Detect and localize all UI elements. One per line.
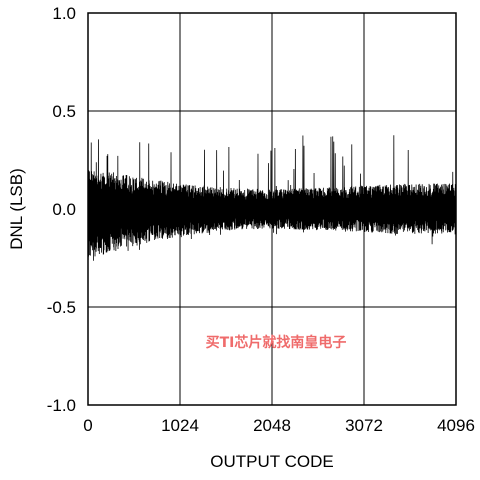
x-tick-label: 3072 [345,416,383,435]
x-tick-label: 1024 [161,416,199,435]
x-tick-label: 0 [83,416,92,435]
dnl-trace [87,135,457,261]
y-axis-title: DNL (LSB) [7,168,26,250]
y-tick-label: -0.5 [47,298,76,317]
plot-frame [87,12,457,406]
y-tick-label: 1.0 [52,4,76,23]
watermark-text: 买TI芯片就找南皇电子 [206,334,347,351]
x-tick-label: 4096 [437,416,475,435]
y-tick-label: 0.0 [52,200,76,219]
y-tick-labels: 1.0 0.5 0.0 -0.5 -1.0 [47,4,76,415]
y-tick-label: 0.5 [52,102,76,121]
y-tick-label: -1.0 [47,396,76,415]
x-axis-title: OUTPUT CODE [210,452,333,471]
dnl-series-line [87,135,457,261]
x-tick-label: 2048 [253,416,291,435]
x-tick-labels: 0 1024 2048 3072 4096 [83,416,475,435]
